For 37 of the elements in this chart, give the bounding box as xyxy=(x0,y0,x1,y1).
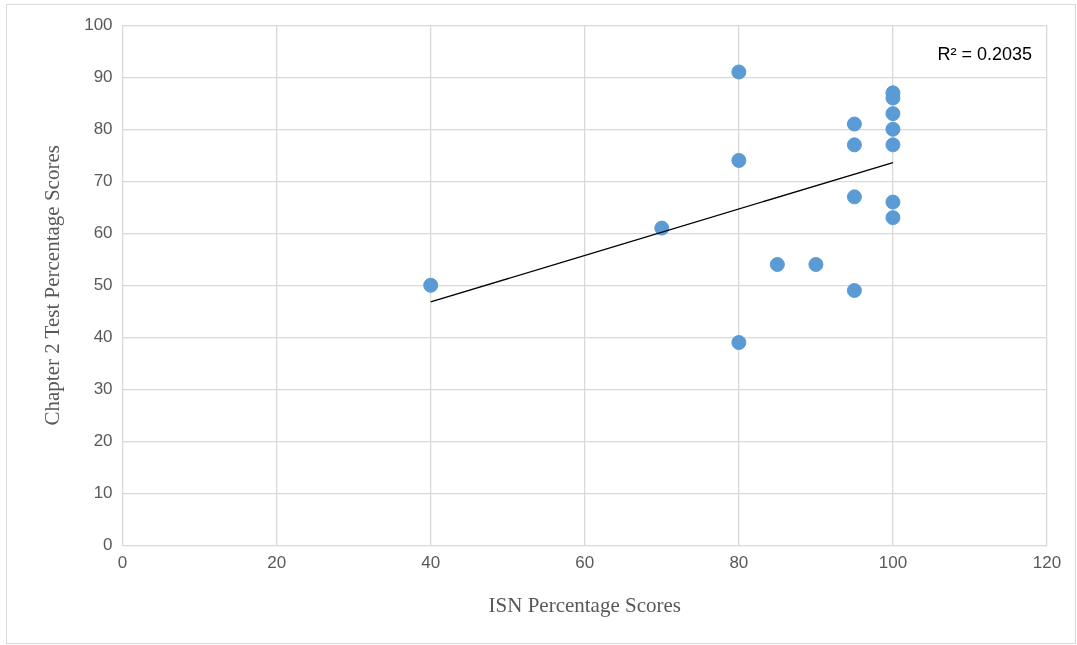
point xyxy=(846,116,862,132)
x-tick-label: 0 xyxy=(117,553,128,573)
point xyxy=(808,256,824,272)
point xyxy=(731,152,747,168)
x-tick-label: 100 xyxy=(878,553,908,573)
y-tick-label: 60 xyxy=(93,222,113,242)
point xyxy=(885,137,901,153)
y-tick-label: 30 xyxy=(93,379,113,399)
point xyxy=(885,210,901,226)
point xyxy=(423,277,439,293)
x-tick-label: 40 xyxy=(421,553,441,573)
y-tick-label: 70 xyxy=(93,170,113,190)
point xyxy=(769,256,785,272)
point xyxy=(654,220,670,236)
x-tick-label: 120 xyxy=(1032,553,1062,573)
y-tick-label: 40 xyxy=(93,327,113,347)
y-tick-label: 100 xyxy=(84,14,113,34)
x-tick-label: 20 xyxy=(267,553,287,573)
point xyxy=(846,189,862,205)
point xyxy=(731,64,747,80)
y-tick-label: 90 xyxy=(93,66,113,86)
point xyxy=(885,121,901,137)
point xyxy=(885,194,901,210)
annotation: R² = 0.2035 xyxy=(937,44,1032,65)
point xyxy=(846,137,862,153)
x-tick-label: 80 xyxy=(729,553,749,573)
y-tick-label: 0 xyxy=(103,535,113,555)
point xyxy=(731,335,747,351)
y-tick-label: 80 xyxy=(93,118,113,138)
y-tick-label: 10 xyxy=(93,483,113,503)
y-tick-label: 50 xyxy=(93,274,113,294)
x-tick-label: 60 xyxy=(575,553,595,573)
x-axis-title: ISN Percentage Scores xyxy=(488,592,681,617)
y-tick-label: 20 xyxy=(93,431,113,451)
point xyxy=(846,283,862,298)
point xyxy=(885,106,901,122)
y-axis-title: Chapter 2 Test Percentage Scores xyxy=(40,145,65,426)
